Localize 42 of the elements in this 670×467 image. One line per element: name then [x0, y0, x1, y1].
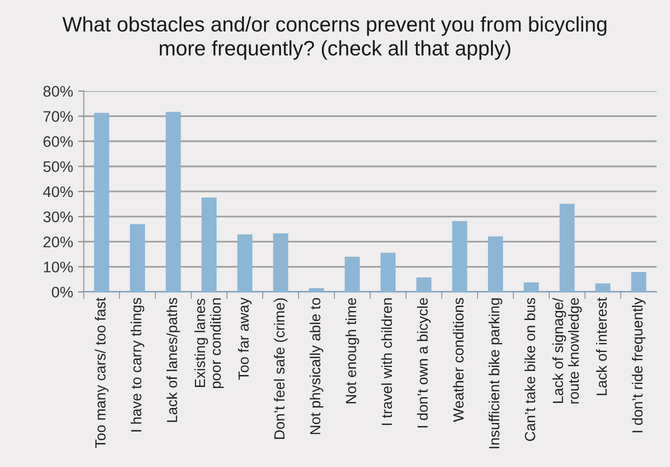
x-tick-label: Too far away: [238, 297, 252, 380]
x-tick-label: Too many cars/ too fast: [94, 298, 108, 448]
bar: [488, 236, 504, 292]
x-tick-label: Don’t feel safe (crime): [274, 298, 288, 439]
bar: [166, 112, 181, 292]
bar: [130, 224, 145, 292]
bar: [308, 288, 324, 292]
x-tick-label: Not enough time: [345, 298, 360, 404]
bar: [524, 282, 539, 292]
bar: [237, 234, 252, 292]
y-tick-label: 70%: [44, 111, 73, 122]
x-tick-label: I don’t own a bicycle: [417, 298, 431, 428]
x-tick-label: Existing lanes poor condition: [194, 298, 224, 388]
x-tick-label: I don’t ride frequently: [632, 297, 646, 432]
x-tick-label: I have to carry things: [130, 298, 144, 432]
y-tick-label: 0%: [52, 286, 73, 298]
x-tick-label: Not physically able to: [310, 298, 324, 434]
x-tick-label: I travel with children: [381, 298, 392, 425]
y-tick-label: 40%: [43, 186, 73, 198]
bar: [631, 272, 646, 292]
chart-title: What obstacles and/or concerns prevent you from bicycling more frequently? (check all that apply): [62, 16, 606, 60]
x-tick-label: Lack of lanes/paths: [166, 298, 180, 422]
bar: [416, 277, 432, 292]
y-tick-label: 80%: [43, 86, 73, 97]
bar: [94, 112, 110, 292]
x-tick-label: Weather conditions: [452, 298, 464, 422]
y-tick-label: 50%: [43, 161, 73, 172]
x-tick-label: Can’t take bike on bus: [524, 298, 536, 441]
bar: [560, 204, 575, 292]
x-tick-label: Lack of signage/ route knowledge: [552, 298, 582, 404]
bar: [344, 256, 360, 292]
bar: [595, 283, 610, 292]
bar: [380, 252, 396, 292]
x-tick-label: Insufficient bike parking: [488, 298, 502, 448]
bar: [452, 221, 468, 292]
y-tick-label: 60%: [44, 136, 73, 147]
bar: [202, 197, 217, 292]
y-tick-label: 10%: [44, 262, 73, 272]
x-tick-label: Lack of interest: [596, 298, 607, 396]
y-tick-label: 30%: [43, 211, 73, 222]
y-tick-label: 20%: [44, 236, 73, 248]
bar: [273, 233, 288, 292]
